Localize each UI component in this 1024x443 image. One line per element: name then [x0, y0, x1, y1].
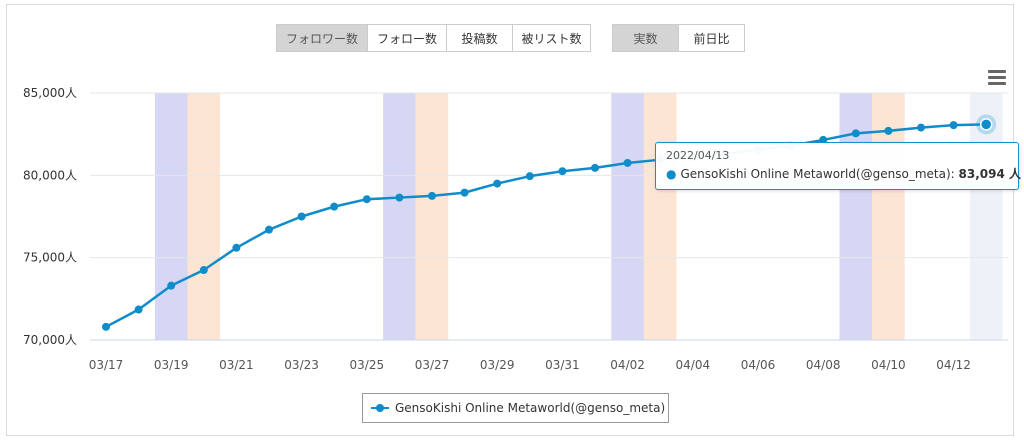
tooltip-date: 2022/04/13 [666, 149, 1008, 162]
data-point [330, 203, 338, 211]
legend-symbol-icon [371, 403, 389, 413]
data-point [493, 180, 501, 188]
x-tick-label: 04/02 [610, 358, 645, 372]
data-point [526, 172, 534, 180]
mode-button-group: 実数 前日比 [613, 24, 745, 52]
sunday-band [416, 93, 449, 340]
x-tick-label: 04/04 [676, 358, 711, 372]
saturday-band [383, 93, 416, 340]
y-tick-label: 75,000人 [23, 251, 77, 265]
data-point [950, 121, 958, 129]
y-tick-label: 80,000人 [23, 168, 77, 182]
data-point [265, 226, 273, 234]
x-tick-label: 03/19 [154, 358, 189, 372]
data-point [135, 306, 143, 314]
x-tick-label: 03/21 [219, 358, 254, 372]
data-point [298, 213, 306, 221]
sunday-band [644, 93, 677, 340]
data-point [428, 192, 436, 200]
x-tick-label: 03/25 [350, 358, 385, 372]
data-point [884, 127, 892, 135]
x-tick-label: 04/12 [936, 358, 971, 372]
x-tick-label: 03/27 [415, 358, 450, 372]
following-button[interactable]: フォロー数 [367, 24, 447, 52]
legend-item[interactable]: GensoKishi Online Metaworld(@genso_meta) [362, 393, 669, 423]
x-tick-label: 03/29 [480, 358, 515, 372]
absolute-button[interactable]: 実数 [612, 24, 679, 52]
data-point [558, 167, 566, 175]
x-tick-label: 04/06 [741, 358, 776, 372]
data-point [461, 189, 469, 197]
highlighted-data-point [981, 119, 992, 130]
data-point [852, 129, 860, 137]
data-point [167, 282, 175, 290]
tooltip: 2022/04/13 ● GensoKishi Online Metaworld(… [655, 142, 1019, 190]
tooltip-series-name: GensoKishi Online Metaworld(@genso_meta)… [680, 167, 954, 181]
data-point [102, 323, 110, 331]
x-tick-label: 04/08 [806, 358, 841, 372]
posts-button[interactable]: 投稿数 [446, 24, 513, 52]
x-tick-label: 03/23 [284, 358, 319, 372]
x-tick-label: 03/17 [89, 358, 124, 372]
data-point [363, 195, 371, 203]
legend-label: GensoKishi Online Metaworld(@genso_meta) [395, 401, 665, 415]
day-over-day-button[interactable]: 前日比 [678, 24, 745, 52]
hamburger-menu-icon[interactable] [988, 70, 1006, 86]
data-point [591, 164, 599, 172]
data-point [624, 159, 632, 167]
followers-button[interactable]: フォロワー数 [276, 24, 368, 52]
tooltip-bullet-icon: ● [666, 167, 676, 181]
y-tick-label: 85,000人 [23, 86, 77, 100]
saturday-band [611, 93, 644, 340]
sunday-band [188, 93, 221, 340]
data-point [917, 124, 925, 132]
y-tick-label: 70,000人 [23, 333, 77, 347]
data-point [395, 194, 403, 202]
data-point [232, 244, 240, 252]
tooltip-value: 83,094 人 [959, 167, 1022, 181]
saturday-band [155, 93, 188, 340]
data-point [200, 266, 208, 274]
listed-button[interactable]: 被リスト数 [512, 24, 591, 52]
x-tick-label: 04/10 [871, 358, 906, 372]
x-tick-label: 03/31 [545, 358, 580, 372]
metric-button-group: フォロワー数 フォロー数 投稿数 被リスト数 [277, 24, 591, 52]
